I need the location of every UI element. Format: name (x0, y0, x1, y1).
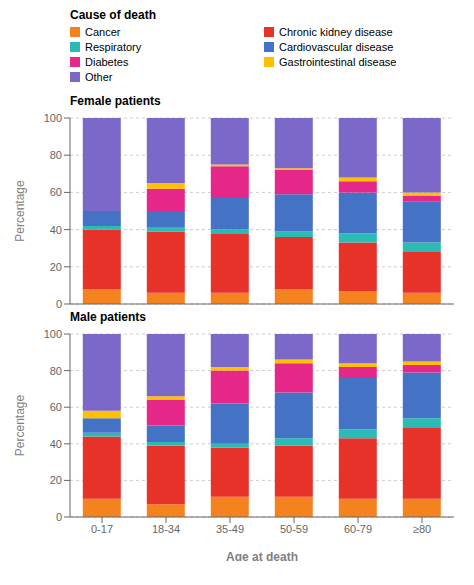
svg-text:100: 100 (44, 328, 62, 340)
svg-text:60: 60 (50, 401, 62, 413)
svg-text:80: 80 (50, 149, 62, 161)
svg-text:50-59: 50-59 (280, 523, 308, 535)
html-text:Female patients: Female patients (70, 94, 161, 108)
html-text:Chronic kidney disease: Chronic kidney disease (279, 26, 393, 38)
svg-text:40: 40 (50, 224, 62, 236)
svg-text:20: 20 (50, 261, 62, 273)
html-text:Other: Other (85, 71, 113, 83)
svg-text:100: 100 (44, 112, 62, 124)
svg-text:0-17: 0-17 (91, 523, 113, 535)
svg-text:Percentage: Percentage (13, 394, 27, 456)
svg-text:20: 20 (50, 474, 62, 486)
html-text:Cardiovascular disease: Cardiovascular disease (279, 41, 394, 53)
html-text:Male patients: Male patients (70, 310, 146, 324)
html-text:Respiratory: Respiratory (85, 41, 142, 53)
html-text:Gastrointestinal disease: Gastrointestinal disease (279, 56, 397, 68)
svg-text:≥80: ≥80 (413, 523, 431, 535)
svg-text:18-34: 18-34 (152, 523, 180, 535)
svg-text:60: 60 (50, 186, 62, 198)
svg-text:0: 0 (56, 298, 62, 310)
svg-text:Percentage: Percentage (13, 180, 27, 242)
svg-text:40: 40 (50, 438, 62, 450)
svg-text:80: 80 (50, 365, 62, 377)
svg-text:Age at death: Age at death (226, 550, 298, 561)
svg-text:35-49: 35-49 (216, 523, 244, 535)
html-text:Cancer: Cancer (85, 26, 121, 38)
svg-text:60-79: 60-79 (344, 523, 372, 535)
svg-text:0: 0 (56, 511, 62, 523)
html-text:Diabetes: Diabetes (85, 56, 129, 68)
html-text:Cause of death: Cause of death (70, 8, 156, 22)
